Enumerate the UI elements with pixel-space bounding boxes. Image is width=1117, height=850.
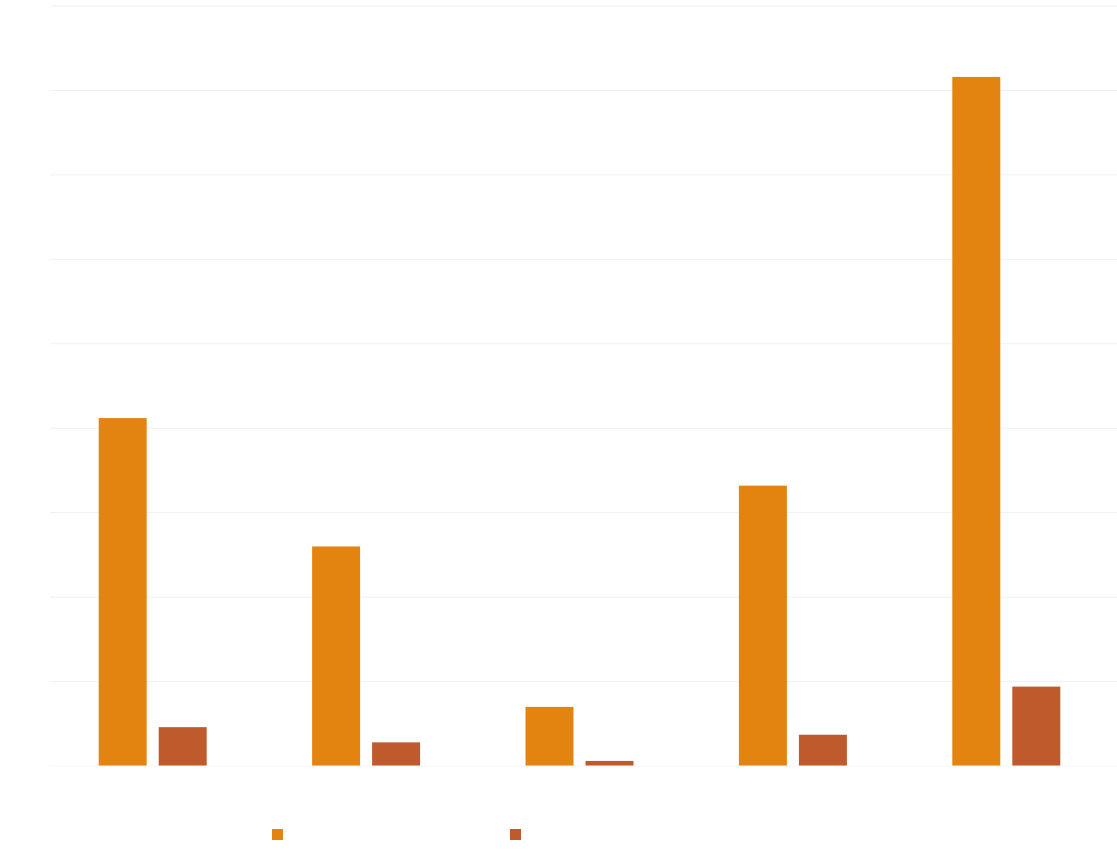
- bar: [1012, 686, 1061, 766]
- bar: [312, 546, 361, 766]
- bar: [952, 76, 1001, 766]
- bar: [372, 742, 421, 766]
- bar: [158, 727, 207, 766]
- gridlines: [50, 5, 1117, 767]
- bar: [738, 485, 787, 766]
- bar: [98, 418, 147, 766]
- bar: [798, 734, 847, 766]
- bar: [525, 706, 574, 766]
- legend: [272, 829, 521, 840]
- bar: [585, 760, 634, 766]
- bars: [98, 76, 1061, 766]
- legend-swatch: [510, 829, 521, 840]
- legend-swatch: [272, 829, 283, 840]
